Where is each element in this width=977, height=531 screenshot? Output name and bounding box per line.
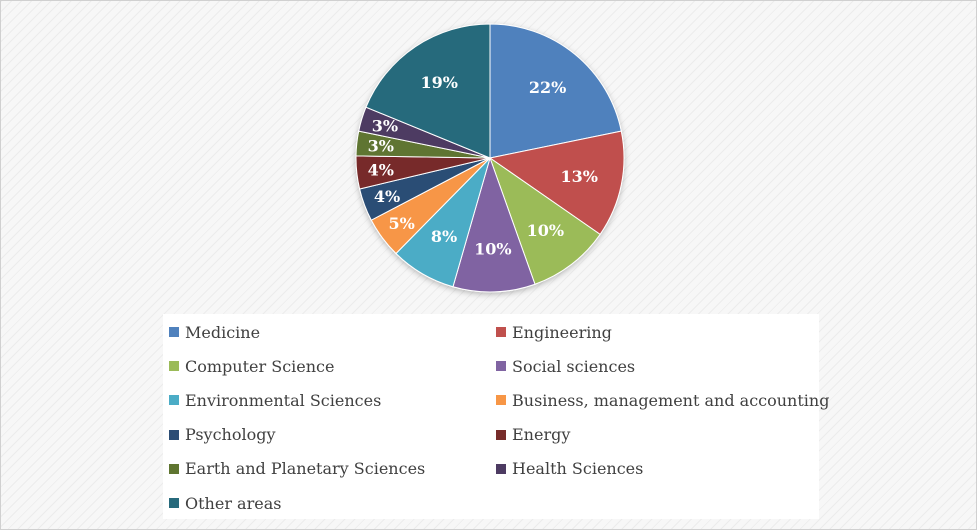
pie-slice-other-areas [365,23,491,159]
data-label-energy: 4% [368,160,394,179]
legend-swatch [496,327,506,337]
pie-slice-medicine [489,23,622,159]
legend-item-environmental-sciences: Environmental Sciences [169,390,381,410]
legend-swatch [169,361,179,372]
legend-swatch [496,429,506,440]
legend-label: Medicine [185,322,261,342]
pie-slice-social-sciences [452,156,536,293]
legend-swatch [496,463,506,474]
data-label-medicine: 22% [529,78,566,97]
legend-item-energy: Energy [496,425,570,445]
legend-swatch [496,395,506,406]
legend-item-engineering: Engineering [496,322,612,342]
legend-item-computer-science: Computer Science [169,356,334,376]
legend-swatch [169,498,179,508]
data-label-psychology: 4% [374,187,400,206]
legend-label: Energy [512,425,571,445]
legend-item-other-areas: Other areas [169,493,281,513]
chart-legend: Medicine Engineering Computer Science Socia… [163,314,829,519]
legend-label: Social sciences [512,356,636,376]
legend-swatch [169,463,179,474]
legend-label: Health Sciences [512,459,644,479]
data-label-earth-and-planetary-sciences: 3% [368,137,394,156]
legend-label: Other areas [185,493,282,513]
legend-label: Computer Science [185,356,335,376]
legend-label: Environmental Sciences [185,390,382,410]
legend-item-business-management-and-accounting: Business, management and accounting [496,390,829,410]
data-label-business-management-and-accounting: 5% [389,214,415,233]
legend-item-social-sciences: Social sciences [496,356,635,376]
legend-item-health-sciences: Health Sciences [496,459,643,479]
legend-item-earth-and-planetary-sciences: Earth and Planetary Sciences [169,459,425,479]
legend-label: Earth and Planetary Sciences [185,459,426,479]
legend-swatch [496,361,506,372]
legend-label: Psychology [185,425,276,445]
pie-slice-engineering [488,130,625,236]
data-label-health-sciences: 3% [372,117,398,136]
legend-swatch [169,395,179,406]
data-label-other-areas: 19% [420,73,457,92]
legend-label: Business, management and accounting [512,390,830,410]
legend-swatch [169,429,179,440]
legend-item-psychology: Psychology [169,425,276,445]
data-label-engineering: 13% [561,167,598,186]
data-label-computer-science: 10% [527,221,564,240]
legend-label: Engineering [512,322,612,342]
legend-swatch [169,327,179,337]
data-label-social-sciences: 10% [474,240,511,259]
pie-slice-computer-science [489,156,601,285]
data-label-environmental-sciences: 8% [431,227,457,246]
legend-item-medicine: Medicine [169,322,260,342]
